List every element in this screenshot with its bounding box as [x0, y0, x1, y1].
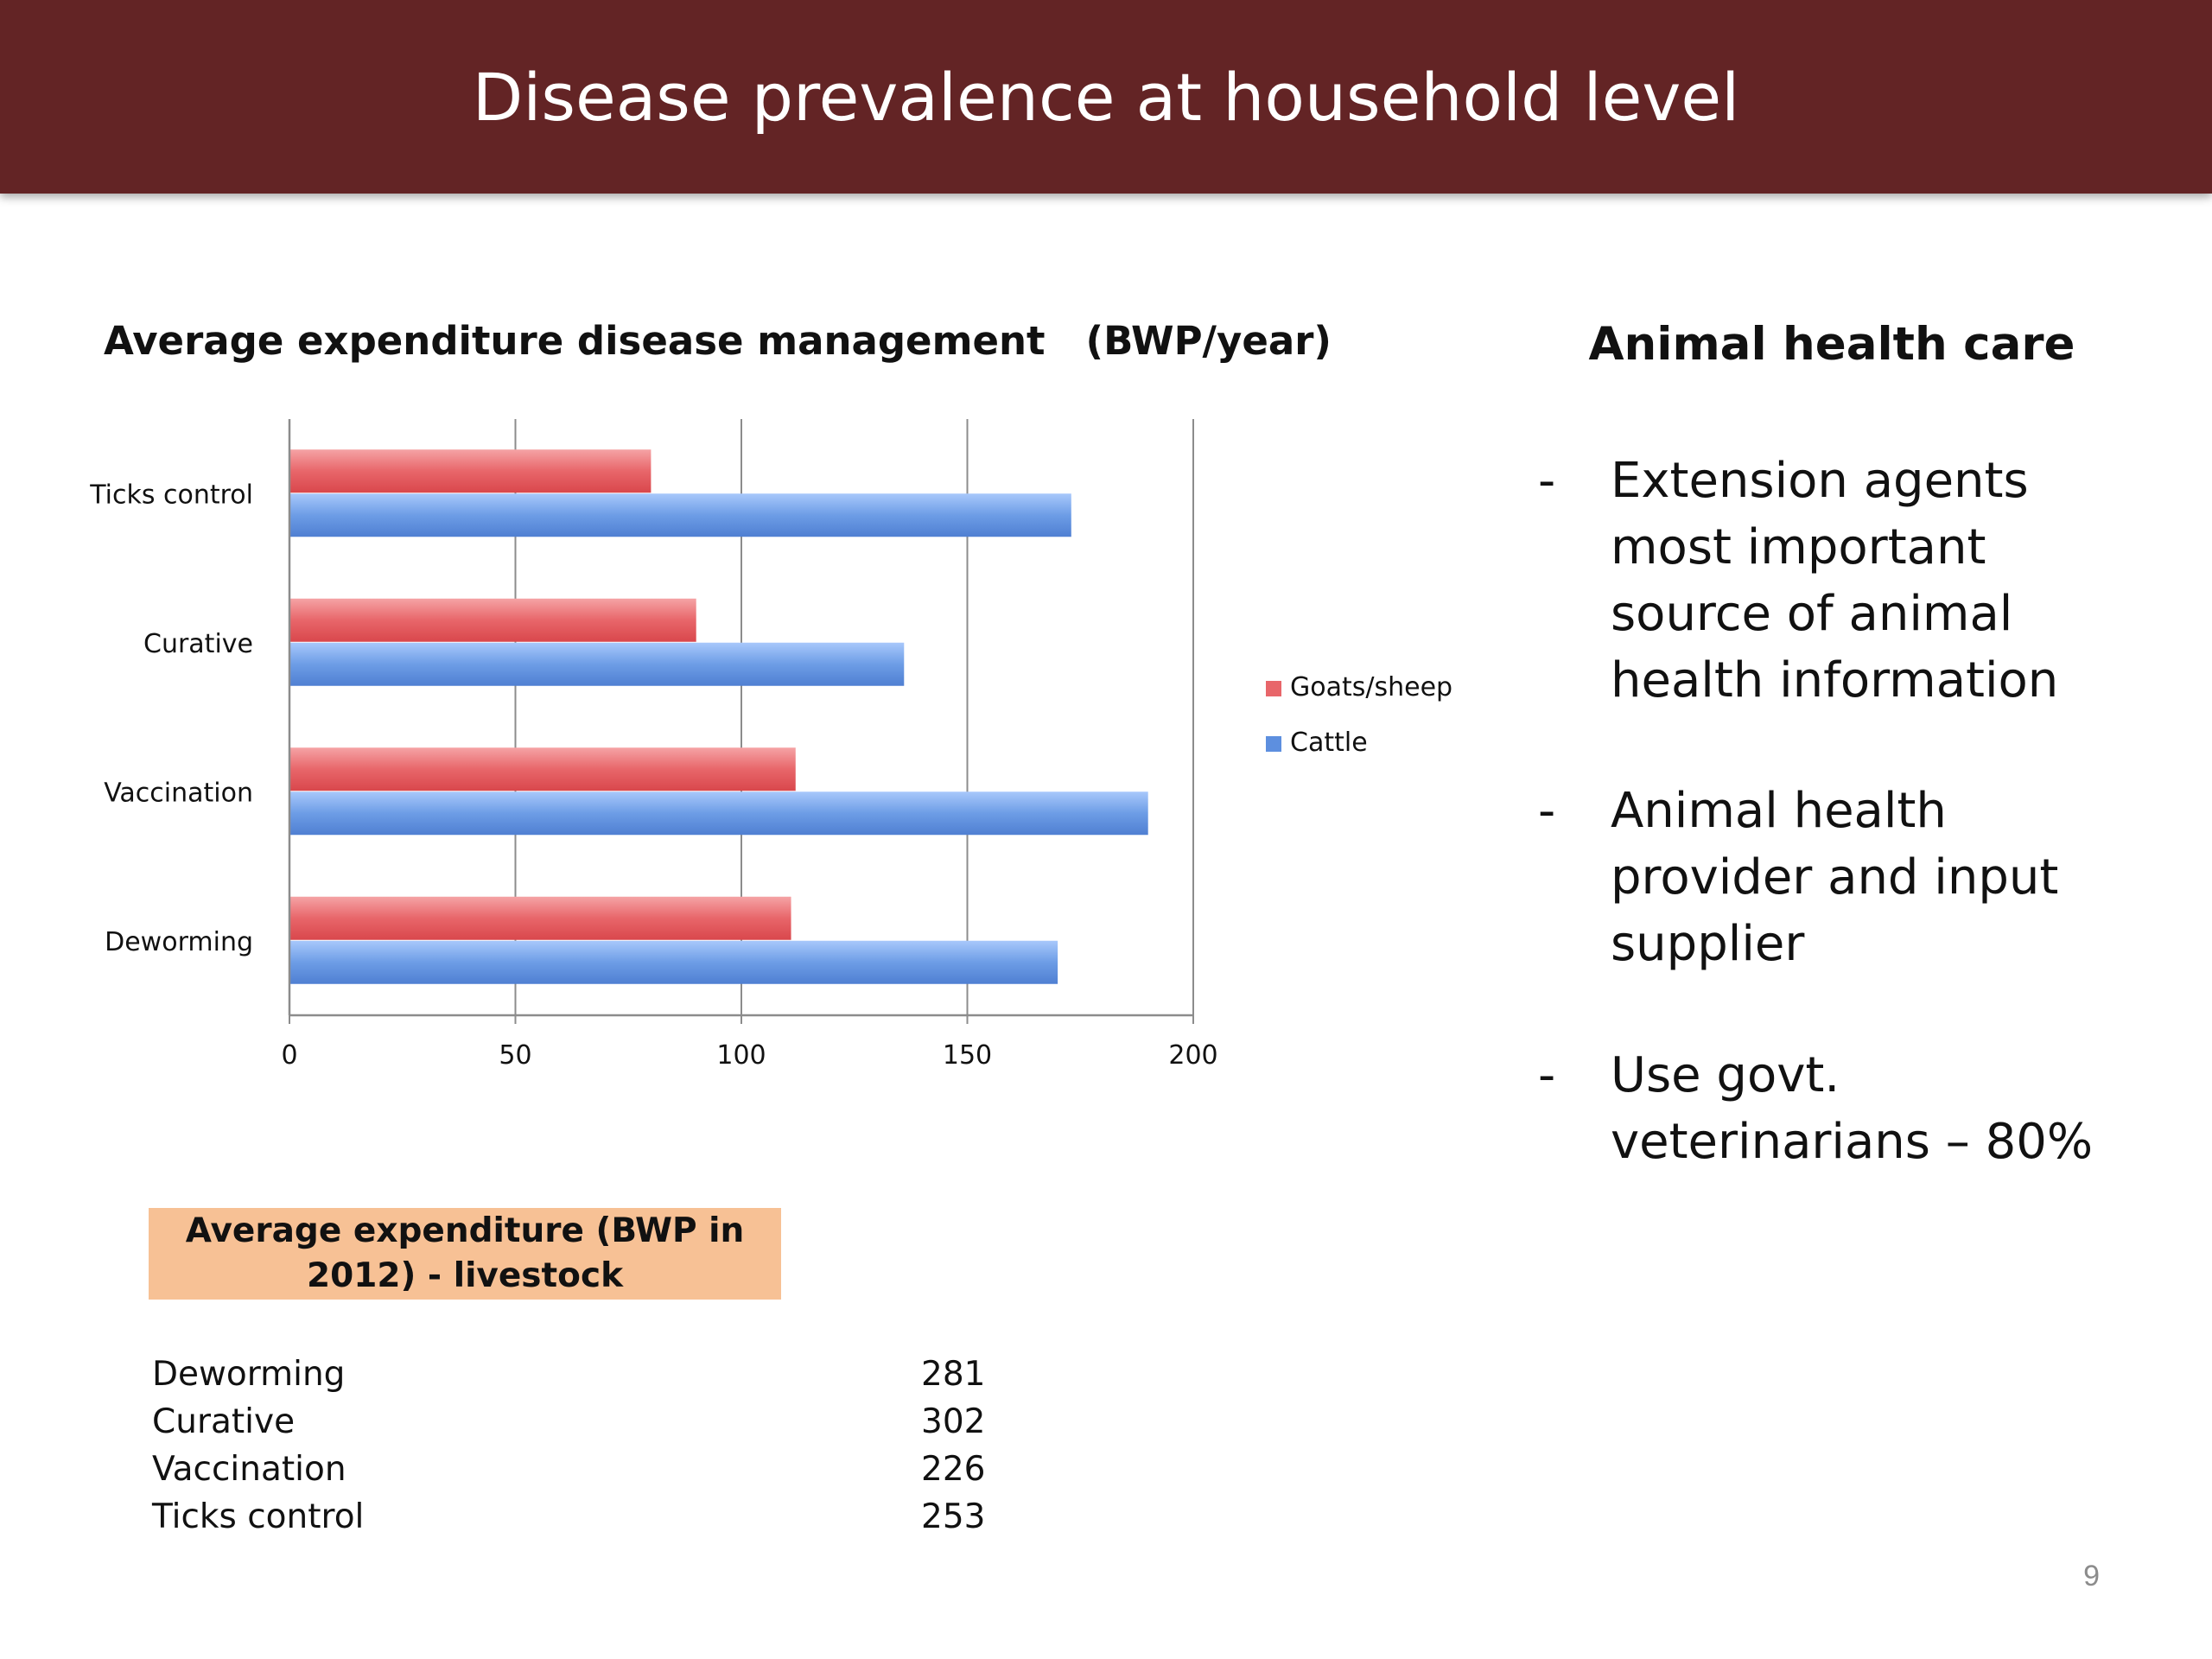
title-bar: [0, 0, 2212, 194]
row-label: Curative: [152, 1402, 296, 1441]
chart-title: Average expenditure disease management (…: [104, 318, 1332, 364]
x-tick-label: 50: [499, 1040, 531, 1071]
bullet-dash: -: [1538, 1047, 1556, 1103]
bullet-item-provider: - Animal health provider and input suppl…: [1538, 778, 2160, 977]
row-value: 226: [921, 1450, 986, 1489]
summary-table-header: Average expenditure (BWP in 2012) - live…: [149, 1208, 781, 1300]
bullet-dash: -: [1538, 783, 1556, 839]
table-row: Deworming 281: [152, 1351, 986, 1398]
y-category-label: Ticks control: [89, 480, 253, 510]
legend-label: Cattle: [1290, 728, 1368, 758]
table-row: Ticks control 253: [152, 1493, 986, 1541]
slide-title: Disease prevalence at household level: [472, 58, 1740, 136]
row-label: Vaccination: [152, 1450, 346, 1489]
x-tick-label: 0: [281, 1040, 297, 1071]
bar-goats-sheep: [289, 896, 791, 940]
bar-chart: 0 50 100 150 200 Ticks control Curative Vaccina…: [89, 419, 1452, 1071]
legend-label: Goats/sheep: [1290, 672, 1452, 702]
y-category-label: Vaccination: [104, 778, 253, 808]
bar-cattle: [289, 493, 1071, 537]
bar-cattle: [289, 791, 1148, 836]
row-value: 253: [921, 1497, 986, 1536]
row-label: Deworming: [152, 1355, 346, 1394]
page-number: 9: [2083, 1560, 2100, 1592]
bar-goats-sheep: [289, 449, 652, 493]
x-tick-label: 200: [1168, 1040, 1217, 1071]
row-value: 281: [921, 1355, 986, 1394]
row-label: Ticks control: [152, 1497, 365, 1536]
x-tick-label: 150: [943, 1040, 992, 1071]
legend-swatch: [1266, 681, 1281, 696]
bullet-item-govt-vets: - Use govt. veterinarians – 80%: [1538, 1042, 2160, 1175]
side-heading: Animal health care: [1588, 318, 2075, 371]
row-value: 302: [921, 1402, 986, 1441]
bullet-text: Extension agents most important source o…: [1611, 453, 2059, 709]
table-row: Curative 302: [152, 1398, 986, 1446]
bullet-text: Use govt. veterinarians – 80%: [1611, 1047, 2094, 1170]
bar-goats-sheep: [289, 598, 696, 642]
bar-cattle: [289, 940, 1058, 984]
bar-cattle: [289, 642, 905, 686]
y-category-label: Deworming: [105, 927, 253, 957]
bullet-dash: -: [1538, 453, 1556, 509]
x-tick-label: 100: [716, 1040, 766, 1071]
bullet-item-extension: - Extension agents most important source…: [1538, 448, 2160, 714]
legend-swatch: [1266, 736, 1281, 752]
y-category-label: Curative: [143, 629, 253, 659]
bar-goats-sheep: [289, 747, 796, 791]
table-row: Vaccination 226: [152, 1446, 986, 1493]
bullet-text: Animal health provider and input supplie…: [1611, 783, 2059, 972]
